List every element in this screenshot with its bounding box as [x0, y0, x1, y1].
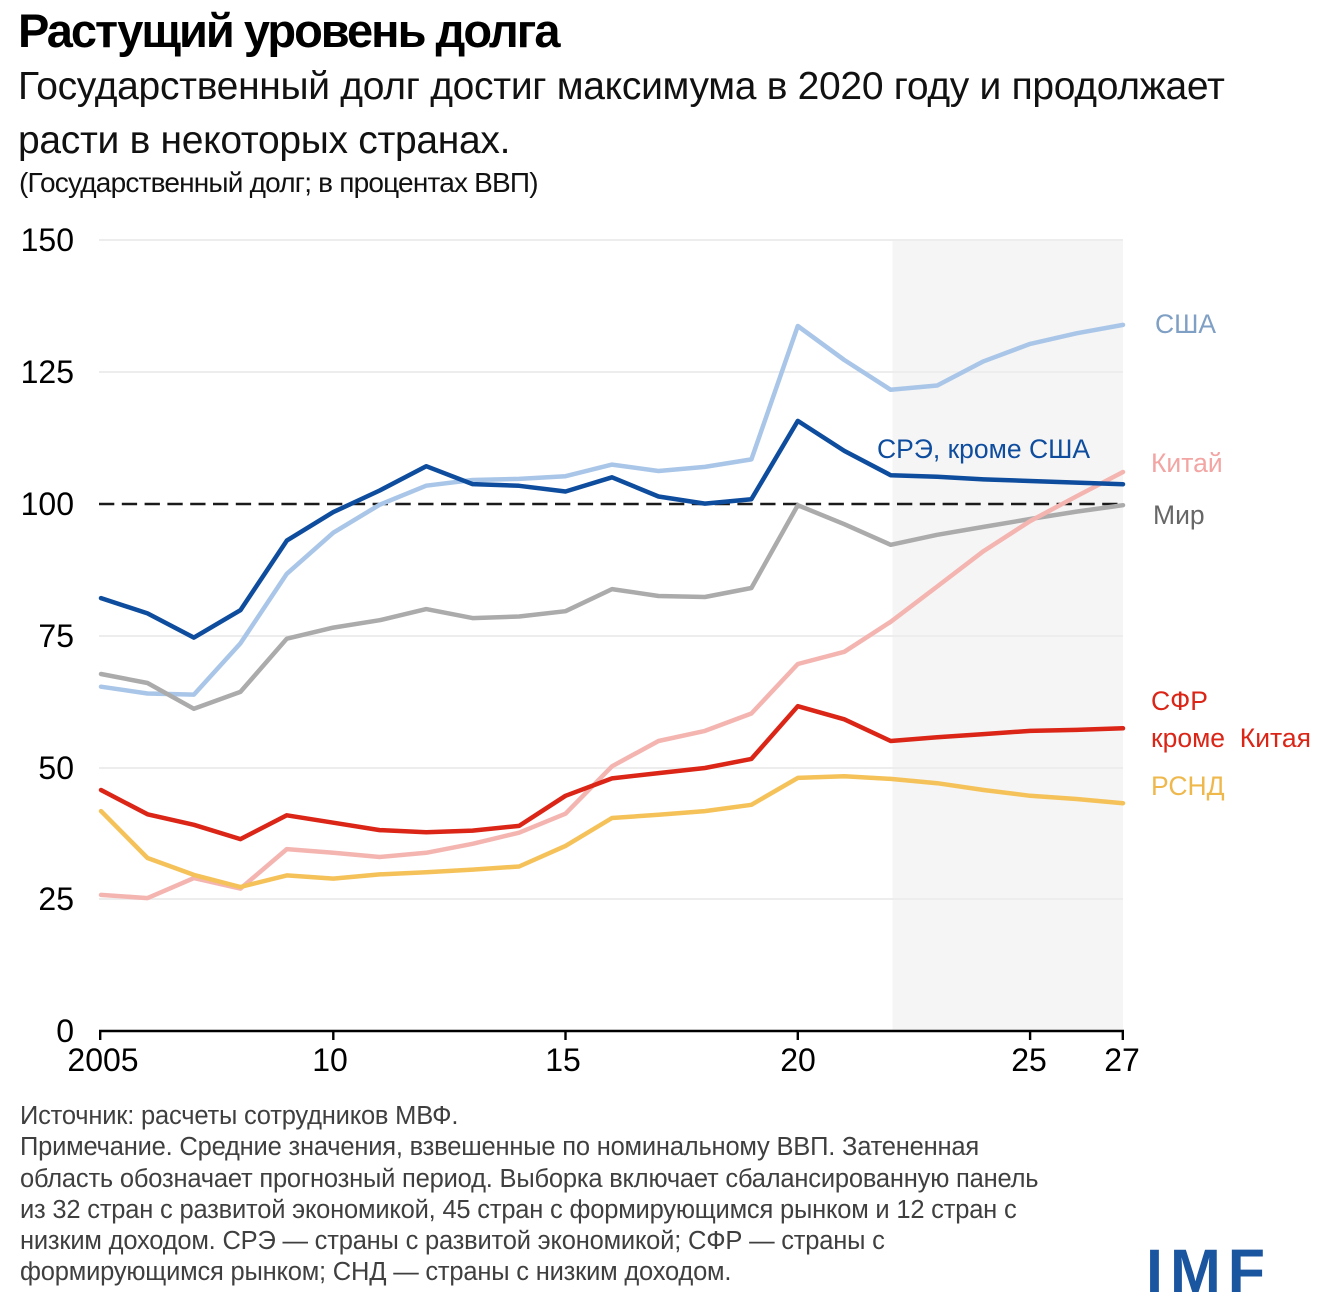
svg-text:150: 150	[21, 222, 74, 258]
svg-text:СФР: СФР	[1151, 686, 1208, 716]
svg-text:27: 27	[1104, 1042, 1140, 1078]
svg-text:100: 100	[21, 486, 74, 522]
svg-text:РСНД: РСНД	[1151, 771, 1225, 801]
svg-text:Китай: Китай	[1151, 448, 1223, 478]
svg-text:СРЭ, кроме США: СРЭ, кроме США	[877, 434, 1090, 464]
svg-text:25: 25	[1011, 1042, 1047, 1078]
svg-text:Мир: Мир	[1153, 500, 1205, 530]
svg-text:0: 0	[56, 1013, 74, 1049]
svg-text:125: 125	[21, 354, 74, 390]
svg-text:20: 20	[780, 1042, 816, 1078]
svg-text:2005: 2005	[67, 1042, 138, 1078]
svg-text:кроме Китая: кроме Китая	[1151, 723, 1311, 753]
svg-text:США: США	[1155, 309, 1216, 339]
svg-text:50: 50	[38, 750, 74, 786]
svg-text:10: 10	[312, 1042, 348, 1078]
svg-text:25: 25	[38, 881, 74, 917]
svg-text:15: 15	[545, 1042, 581, 1078]
svg-text:75: 75	[38, 618, 74, 654]
